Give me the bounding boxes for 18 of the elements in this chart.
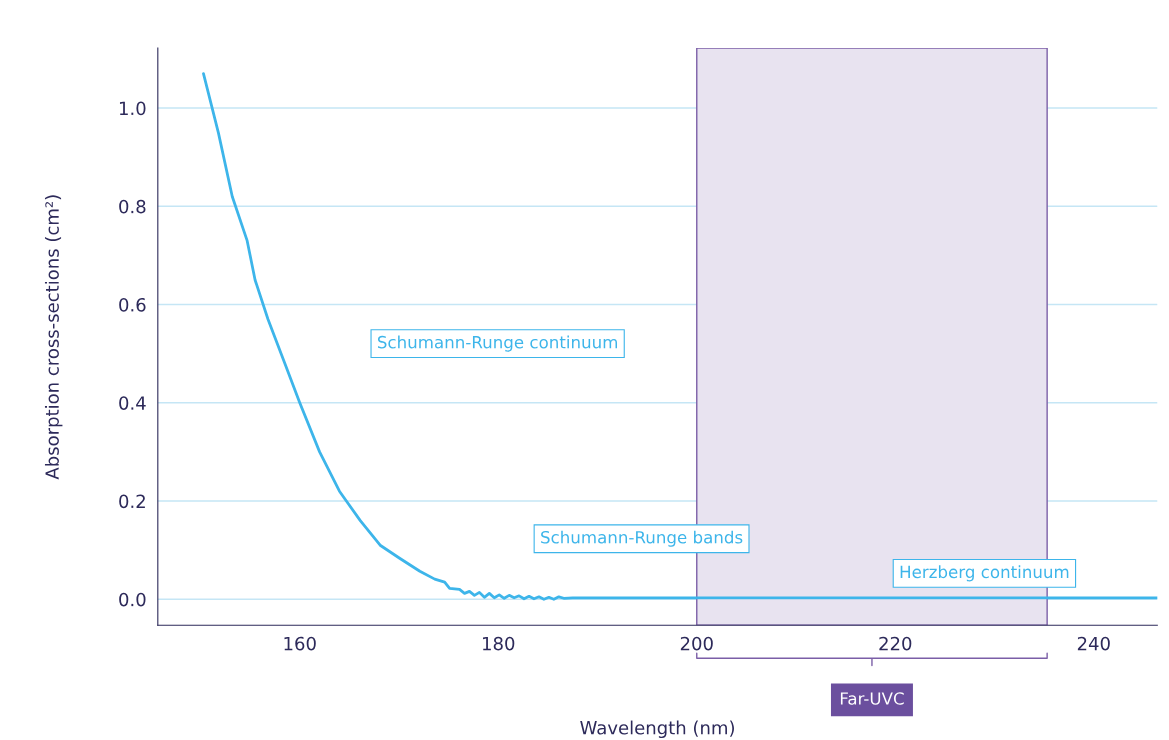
annotation: Herzberg continuum (900, 565, 1069, 582)
line-series (202, 72, 1158, 601)
x-axis-title: Wavelength (nm) (580, 720, 734, 739)
x-tick-label: 160 (284, 636, 316, 651)
x-tick-label: 240 (1077, 636, 1110, 651)
band-label: Far-UVC (840, 692, 904, 705)
annotation: Schumann-Runge bands (541, 530, 743, 547)
y-tick-label: 0.0 (119, 592, 146, 607)
y-axis-title: Absorption cross-sections (cm²) (44, 195, 63, 480)
x-tick-label: 200 (680, 636, 713, 651)
y-tick-label: 0.2 (119, 494, 145, 509)
annotation: Schumann-Runge continuum (377, 335, 618, 352)
x-tick-label: 220 (879, 636, 912, 651)
y-tick-label: 0.8 (119, 199, 146, 214)
x-tick-label: 180 (483, 636, 515, 651)
y-tick-label: 1.0 (119, 101, 146, 116)
y-tick-label: 0.4 (119, 396, 146, 410)
y-tick-label: 0.6 (119, 297, 146, 312)
